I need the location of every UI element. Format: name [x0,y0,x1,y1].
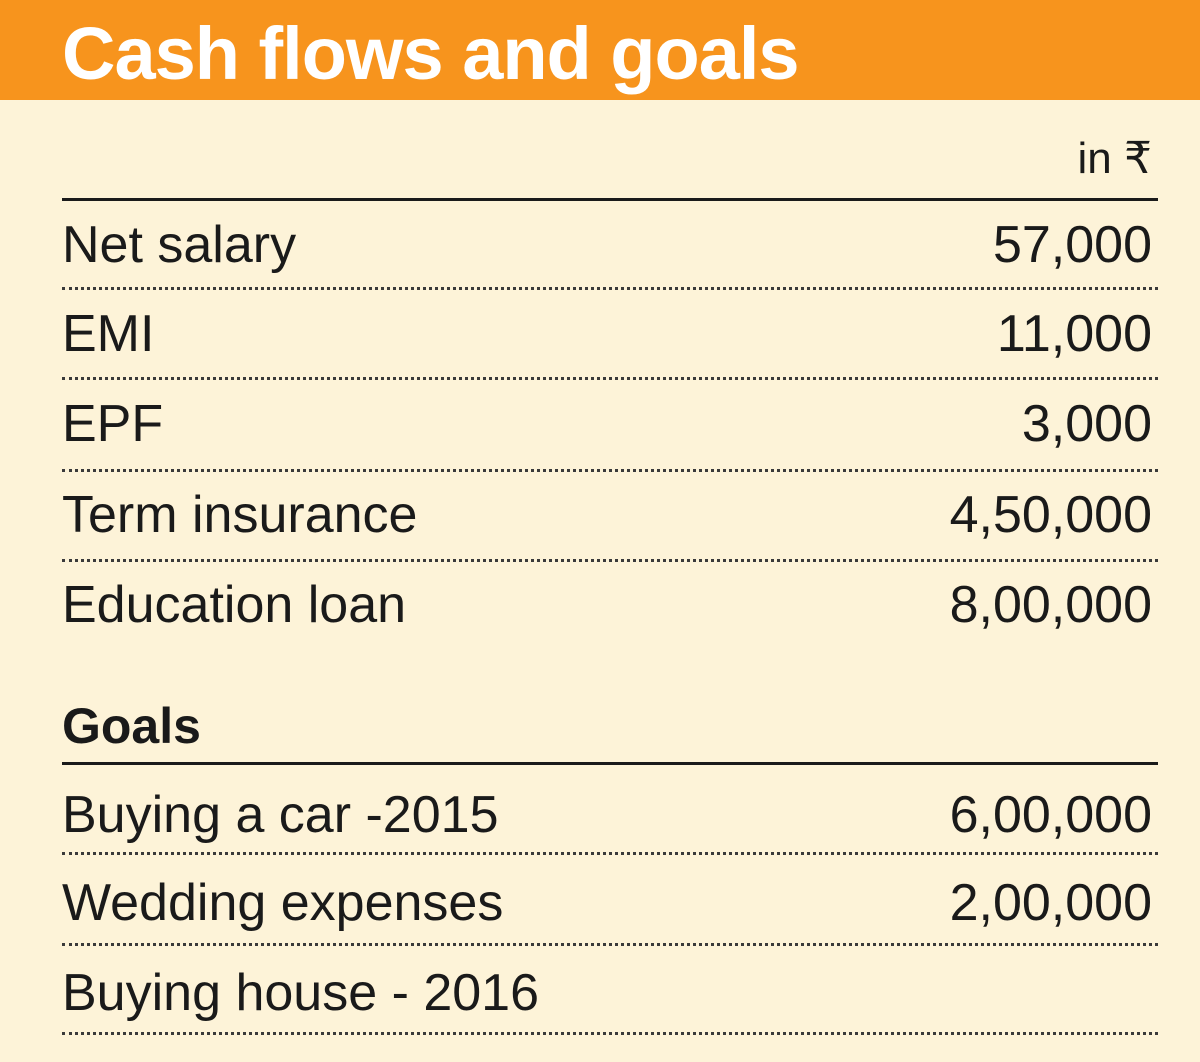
row-value: 11,000 [996,305,1152,363]
row-value: 6,00,000 [949,786,1152,844]
unit-label: in ₹ [1077,134,1152,183]
table-row-emi: EMI 11,000 [62,291,1152,377]
row-value: 4,50,000 [949,486,1152,544]
row-divider [62,1032,1158,1035]
row-divider [62,377,1158,380]
table-row-education-loan: Education loan 8,00,000 [62,562,1152,648]
goals-rule [62,762,1158,765]
table-row-buying-car: Buying a car -2015 6,00,000 [62,772,1152,858]
row-label: Term insurance [62,486,418,544]
table-row-net-salary: Net salary 57,000 [62,202,1152,288]
row-value: 2,00,000 [949,874,1152,932]
row-divider [62,559,1158,562]
row-label: Education loan [62,576,407,634]
table-row-term-insurance: Term insurance 4,50,000 [62,472,1152,558]
title-banner: Cash flows and goals [0,0,1200,100]
row-divider [62,287,1158,290]
row-label: Wedding expenses [62,874,504,932]
row-divider [62,852,1158,855]
row-value: 3,000 [1021,395,1152,453]
row-label: Net salary [62,216,297,274]
row-divider [62,943,1158,946]
table-top-rule [62,198,1158,201]
table-row-wedding-expenses: Wedding expenses 2,00,000 [62,860,1152,946]
row-value: 8,00,000 [949,576,1152,634]
table-row-buying-house: Buying house - 2016 [62,950,1152,1036]
row-label: EPF [62,395,164,453]
row-value: 57,000 [992,216,1152,274]
row-divider [62,469,1158,472]
goals-heading: Goals [62,698,201,754]
row-label: Buying a car -2015 [62,786,499,844]
row-label: EMI [62,305,155,363]
row-label: Buying house - 2016 [62,964,540,1022]
page-title: Cash flows and goals [62,12,800,95]
table-row-epf: EPF 3,000 [62,381,1152,467]
